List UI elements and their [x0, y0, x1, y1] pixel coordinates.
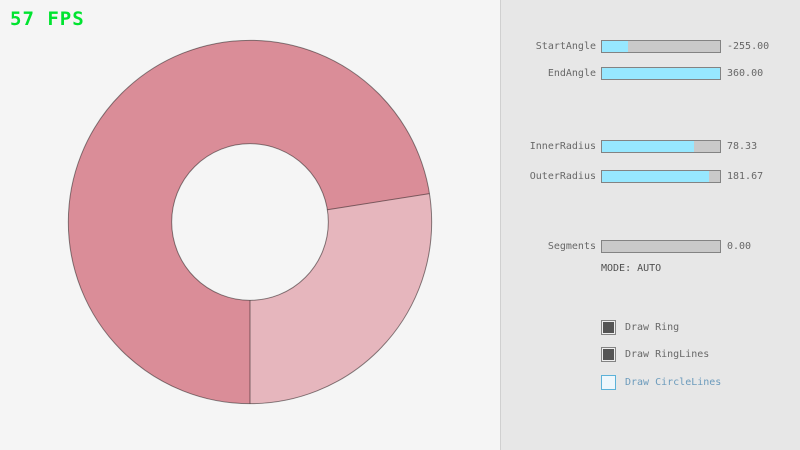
- fps-counter: 57 FPS: [10, 8, 85, 30]
- ring-canvas: [67, 39, 433, 405]
- segments-value: 0.00: [727, 241, 752, 252]
- controls-panel: StartAngle -255.00 EndAngle 360.00 Inner…: [500, 0, 800, 450]
- outerradius-slider[interactable]: [601, 170, 721, 183]
- innerradius-value: 78.33: [727, 141, 758, 152]
- endangle-label: EndAngle: [547, 68, 596, 79]
- checkbox-draw-ringlines[interactable]: [601, 347, 616, 362]
- innerradius-slider[interactable]: [601, 140, 721, 153]
- outerradius-value: 181.67: [727, 171, 764, 182]
- outerradius-slider-fill: [602, 171, 710, 182]
- innerradius-slider-fill: [602, 141, 695, 152]
- checkbox-draw-circlelines-label: Draw CircleLines: [625, 377, 722, 388]
- mode-label: MODE: AUTO: [601, 263, 662, 274]
- innerradius-label: InnerRadius: [529, 141, 596, 152]
- checkbox-draw-ring-label: Draw Ring: [625, 322, 680, 333]
- outerradius-label: OuterRadius: [529, 171, 596, 182]
- startangle-value: -255.00: [727, 41, 770, 52]
- segments-label: Segments: [547, 241, 596, 252]
- checkbox-draw-ringlines-label: Draw RingLines: [625, 349, 710, 360]
- checkbox-draw-ring[interactable]: [601, 320, 616, 335]
- endangle-slider-fill: [602, 68, 720, 79]
- startangle-label: StartAngle: [535, 41, 596, 52]
- checkbox-draw-circlelines[interactable]: [601, 375, 616, 390]
- startangle-slider[interactable]: [601, 40, 721, 53]
- endangle-value: 360.00: [727, 68, 764, 79]
- endangle-slider[interactable]: [601, 67, 721, 80]
- startangle-slider-fill: [602, 41, 628, 52]
- segments-slider[interactable]: [601, 240, 721, 253]
